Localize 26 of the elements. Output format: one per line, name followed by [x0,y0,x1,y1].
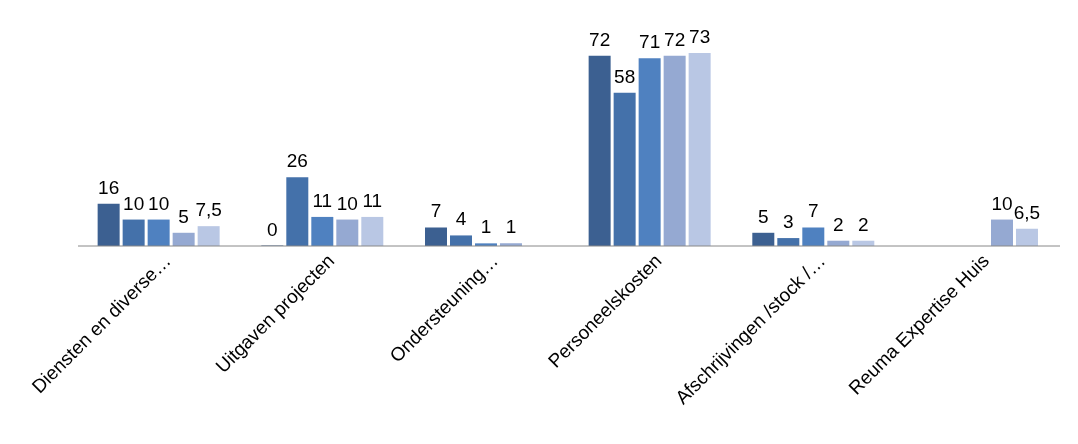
data-label: 11 [312,189,333,211]
data-label: 2 [833,213,844,235]
data-label: 58 [614,65,636,87]
data-label: 1 [480,216,492,238]
data-label: 72 [589,28,611,50]
data-label: 3 [783,211,794,233]
data-label: 10 [336,192,358,214]
data-label: 7,5 [195,199,222,221]
data-label: 2 [858,213,869,235]
data-label: 0 [267,218,278,240]
data-label: 10 [991,192,1013,214]
data-label: 71 [639,31,661,53]
data-label: 11 [362,189,383,211]
data-label: 1 [505,216,517,238]
data-label: 72 [664,28,686,50]
data-label: 10 [123,192,145,214]
data-label: 6,5 [1013,201,1041,223]
data-label: 16 [98,176,120,198]
data-label: 5 [758,205,769,227]
data-label: 7 [430,200,442,222]
data-label: 7 [808,200,819,222]
data-label: 73 [689,26,711,47]
data-label: 10 [148,192,170,214]
data-label: 5 [178,205,189,227]
data-label: 4 [455,208,467,230]
data-label: 26 [286,150,308,172]
